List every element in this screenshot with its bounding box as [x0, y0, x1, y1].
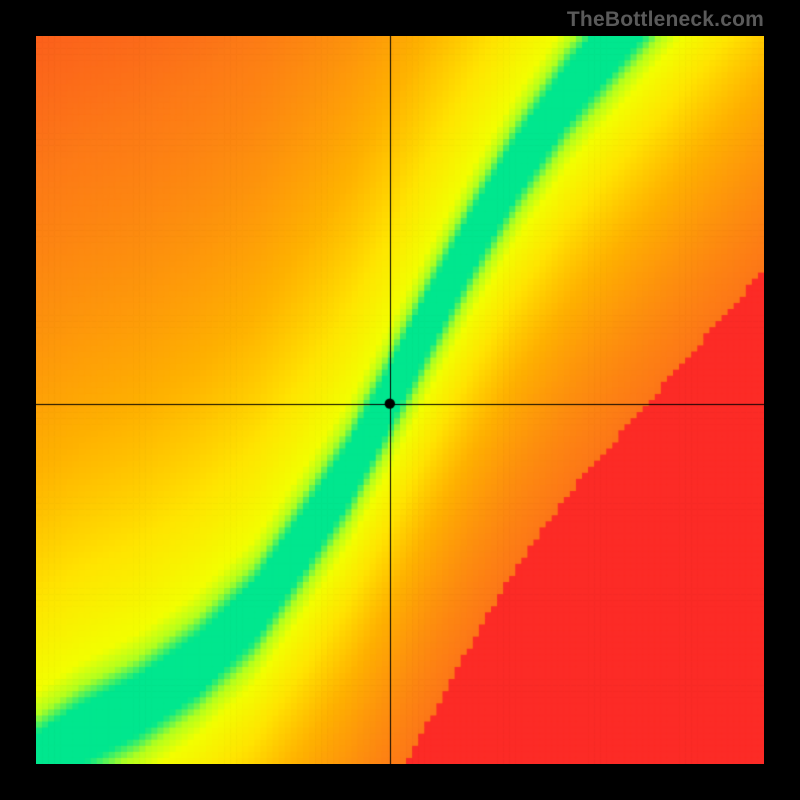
- bottleneck-heatmap: [36, 36, 764, 764]
- watermark-text: TheBottleneck.com: [567, 8, 764, 32]
